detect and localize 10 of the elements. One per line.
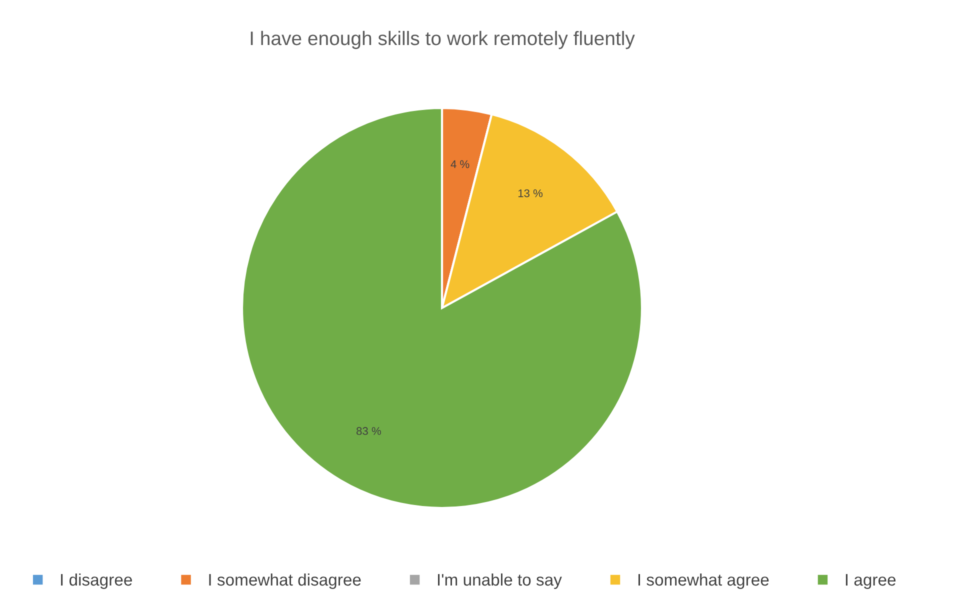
legend-label: I somewhat agree [638,573,769,589]
legend-label: I agree [846,574,896,589]
legend-label: I somewhat disagree [209,573,361,589]
data-label: 13 % [518,189,543,198]
data-label: 83 % [356,427,381,435]
data-label: 4 % [450,160,470,168]
pie-slice [240,106,644,510]
chart-title: I have enough skills to work remotely fluently [250,30,635,50]
legend-label: I'm unable to say [438,573,562,589]
legend-label: I disagree [61,573,132,589]
